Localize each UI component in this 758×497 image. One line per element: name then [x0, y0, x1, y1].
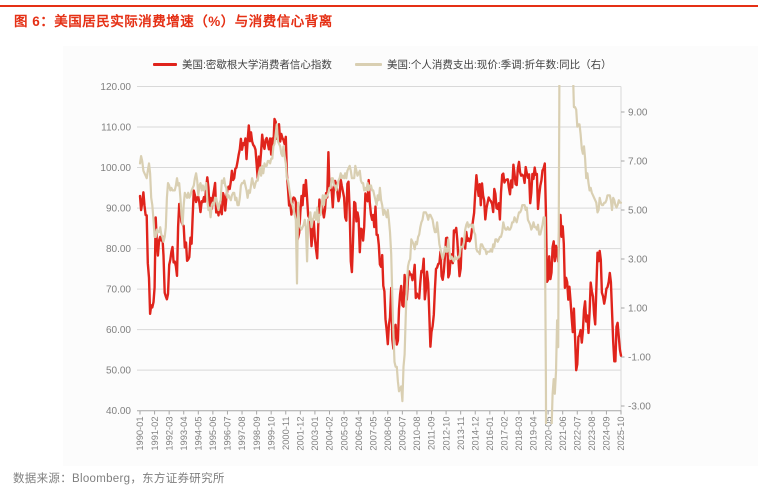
svg-text:2024-09: 2024-09 — [602, 417, 612, 451]
title-accent-bar — [0, 5, 758, 7]
svg-text:70.00: 70.00 — [106, 285, 131, 296]
svg-text:1995-06: 1995-06 — [208, 417, 218, 451]
svg-text:9.00: 9.00 — [628, 108, 648, 119]
svg-text:5.00: 5.00 — [628, 206, 648, 217]
svg-text:1992-03: 1992-03 — [164, 417, 174, 451]
svg-text:2001-12: 2001-12 — [296, 417, 306, 451]
svg-text:1.00: 1.00 — [628, 304, 648, 315]
svg-text:7.00: 7.00 — [628, 157, 648, 168]
svg-text:2010-08: 2010-08 — [412, 417, 422, 451]
svg-text:60.00: 60.00 — [106, 325, 131, 336]
svg-text:2011-09: 2011-09 — [427, 417, 437, 450]
chart-legend: 美国:密歇根大学消费者信心指数 美国:个人消费支出:现价:季调:折年数:同比（右… — [0, 57, 758, 71]
page-title: 图 6：美国居民实际消费增速（%）与消费信心背离 — [14, 14, 333, 29]
legend-label: 美国:密歇根大学消费者信心指数 — [182, 59, 332, 71]
svg-text:-3.00: -3.00 — [628, 402, 651, 413]
legend-swatch-red-line — [153, 63, 177, 66]
svg-text:2008-06: 2008-06 — [383, 417, 393, 451]
svg-text:2025-10: 2025-10 — [616, 417, 626, 451]
data-source-note: 数据来源：Bloomberg，东方证券研究所 — [13, 473, 225, 485]
svg-text:2006-04: 2006-04 — [354, 417, 364, 451]
svg-text:2009-07: 2009-07 — [398, 417, 408, 451]
svg-text:2023-08: 2023-08 — [587, 417, 597, 451]
left-axis-labels: 120.00 110.00 100.00 90.00 80.00 70.00 60.00 50… — [100, 82, 131, 417]
svg-text:2003-01: 2003-01 — [310, 417, 320, 451]
right-axis-labels: 9.00 7.00 5.00 3.00 1.00 -1.00 -3.00 — [621, 108, 651, 413]
legend-item-consumer-confidence: 美国:密歇根大学消费者信心指数 — [153, 57, 332, 72]
series-line-0 — [138, 117, 623, 372]
svg-text:40.00: 40.00 — [106, 406, 131, 417]
svg-text:110.00: 110.00 — [101, 123, 131, 134]
svg-text:1993-04: 1993-04 — [179, 417, 189, 451]
svg-text:2020-05: 2020-05 — [543, 417, 553, 451]
svg-text:2016-01: 2016-01 — [485, 417, 495, 451]
legend-swatch-beige-line — [355, 63, 382, 66]
series-line-1 — [138, 85, 623, 424]
svg-text:1990-01: 1990-01 — [135, 417, 145, 451]
svg-text:1991-02: 1991-02 — [150, 417, 160, 451]
svg-text:2017-02: 2017-02 — [500, 417, 510, 451]
svg-text:1996-07: 1996-07 — [223, 417, 233, 451]
svg-text:90.00: 90.00 — [106, 204, 131, 215]
svg-text:2012-10: 2012-10 — [441, 417, 451, 451]
svg-text:2022-07: 2022-07 — [573, 417, 583, 451]
legend-label: 美国:个人消费支出:现价:季调:折年数:同比（右） — [387, 59, 612, 71]
svg-text:-1.00: -1.00 — [628, 353, 651, 364]
svg-text:2019-04: 2019-04 — [529, 417, 539, 451]
svg-text:2004-02: 2004-02 — [325, 417, 335, 451]
svg-text:120.00: 120.00 — [100, 82, 131, 93]
x-axis-labels: 1990-01 1991-02 1992-03 1993-04 1994-05 1995-… — [135, 410, 626, 451]
svg-text:1997-08: 1997-08 — [237, 417, 247, 451]
svg-text:1998-09: 1998-09 — [252, 417, 262, 451]
svg-text:2005-03: 2005-03 — [339, 417, 349, 451]
svg-text:1994-05: 1994-05 — [194, 417, 204, 451]
svg-text:3.00: 3.00 — [628, 255, 648, 266]
svg-text:2021-06: 2021-06 — [558, 417, 568, 451]
svg-text:1999-10: 1999-10 — [266, 417, 276, 451]
svg-text:2018-03: 2018-03 — [514, 417, 524, 451]
svg-text:2014-12: 2014-12 — [470, 417, 480, 451]
gridlines — [137, 86, 621, 371]
svg-text:80.00: 80.00 — [106, 244, 131, 255]
svg-text:2007-05: 2007-05 — [368, 417, 378, 451]
svg-text:2000-11: 2000-11 — [281, 417, 291, 450]
svg-text:100.00: 100.00 — [100, 163, 131, 174]
svg-text:50.00: 50.00 — [106, 366, 131, 377]
legend-item-pce-yoy: 美国:个人消费支出:现价:季调:折年数:同比（右） — [355, 57, 612, 72]
svg-text:2013-11: 2013-11 — [456, 417, 466, 450]
